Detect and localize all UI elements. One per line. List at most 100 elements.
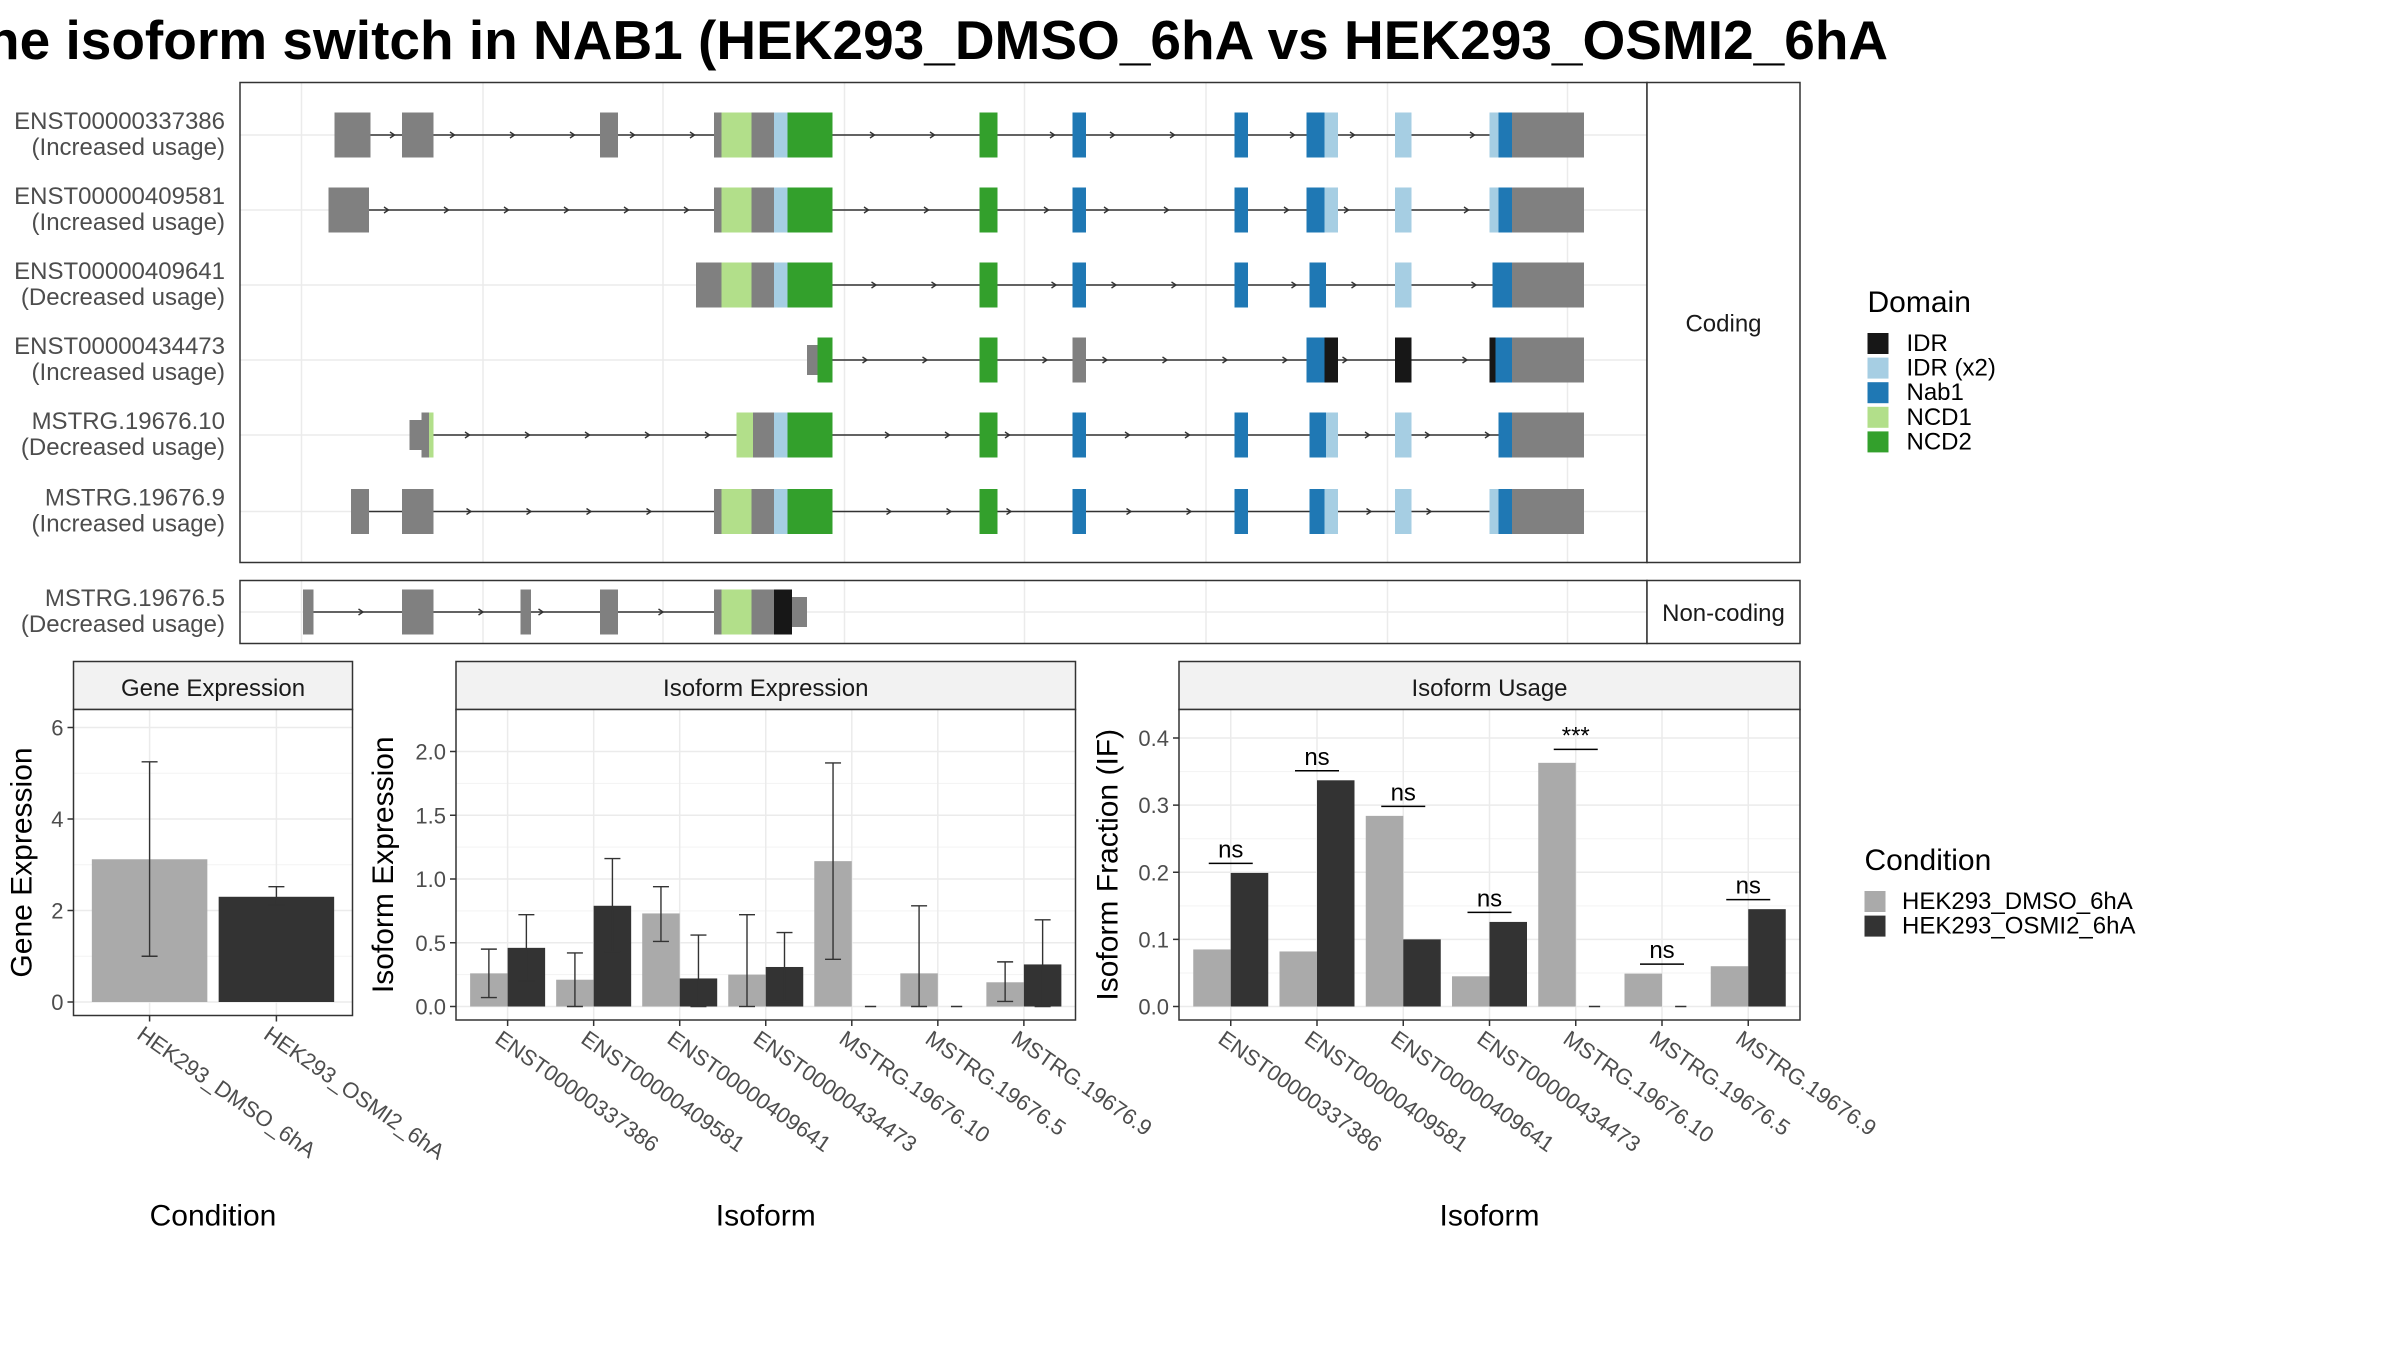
direction-arrow: [1366, 507, 1373, 516]
exon-block: [1072, 489, 1086, 534]
direction-arrow: [871, 281, 878, 289]
y-tick-label: 1.5: [415, 803, 446, 828]
direction-arrow: [1471, 281, 1478, 289]
exon-block: [787, 412, 833, 458]
exon-block: [714, 187, 722, 233]
exon-block: [1512, 187, 1584, 233]
exon-block: [1234, 187, 1248, 233]
bar: [1193, 949, 1231, 1007]
direction-arrow: [629, 131, 636, 139]
exon-block: [721, 187, 752, 233]
exon-block: [721, 489, 752, 534]
x-tick-label: MSTRG.19676.10: [1559, 1026, 1719, 1148]
bar: [1230, 872, 1269, 1007]
exon-block: [774, 412, 788, 458]
noncoding-strip: [1646, 579, 1801, 645]
domain-legend-label: IDR (x2): [1907, 355, 1996, 382]
direction-arrow: [946, 507, 953, 516]
isoform-expression-chart: Isoform Expression0.00.51.01.52.0ENST000…: [367, 660, 1157, 1233]
direction-arrow: [689, 131, 696, 139]
exon-block: [807, 345, 818, 375]
y-tick-label: 6: [51, 716, 63, 741]
significance-label: ns: [1391, 779, 1416, 806]
domain-legend-swatch: [1867, 431, 1889, 453]
direction-arrow: [1424, 431, 1431, 439]
isoform-usage-chart: Isoform Usage 0.0 0.1 0.2 0.3 0.4 ns ns ns ns *** n…: [1092, 660, 1881, 1233]
direction-arrow: [383, 206, 390, 214]
direction-arrow: [389, 131, 396, 139]
y-tick-label: 4: [51, 807, 63, 832]
direction-arrow: [623, 206, 630, 214]
exon-block: [1309, 489, 1326, 534]
y-axis-label: Isoform Fraction (IF): [1092, 729, 1125, 1001]
exon-block: [751, 187, 774, 233]
exon-block: [774, 112, 788, 158]
direction-arrow: [1222, 356, 1229, 364]
direction-arrow: [1342, 356, 1349, 364]
exon-block: [303, 589, 314, 635]
exon-block: [714, 112, 722, 158]
direction-arrow: [1484, 431, 1491, 439]
exon-block: [1489, 489, 1499, 534]
direction-arrow: [1462, 356, 1469, 364]
exon-block: [1072, 187, 1086, 233]
exon-block: [1324, 489, 1338, 534]
direction-arrow: [1364, 431, 1371, 439]
transcript-1: [334, 112, 1584, 158]
coding-panel-bg: [240, 82, 1647, 563]
domain-legend-label: NCD2: [1907, 428, 1972, 455]
exon-block: [1492, 262, 1512, 308]
direction-arrow: [1124, 431, 1131, 439]
bar: [1317, 780, 1355, 1007]
condition-legend-title: Condition: [1865, 844, 1992, 877]
exon-block: [714, 489, 722, 534]
direction-arrow: [1042, 356, 1049, 364]
exon-block: [721, 589, 752, 635]
bar: [1710, 966, 1749, 1007]
direction-arrow: [586, 507, 593, 516]
direction-arrow: [1351, 281, 1358, 289]
exon-block: [1306, 187, 1325, 233]
panel-strip: [1178, 660, 1801, 711]
direction-arrow: [923, 206, 930, 214]
direction-arrow: [584, 431, 591, 439]
direction-arrow: [1469, 131, 1476, 139]
direction-arrow: [466, 507, 473, 516]
direction-arrow: [1186, 507, 1193, 516]
exon-block: [979, 187, 998, 233]
exon-block: [402, 112, 434, 158]
bar: [1538, 762, 1576, 1007]
condition-legend-swatch: [1864, 915, 1886, 937]
direction-arrow: [929, 131, 936, 139]
panel-title: Isoform Usage: [1411, 675, 1567, 702]
isoform-row-label: MSTRG.19676.10: [32, 408, 225, 435]
direction-arrow: [509, 131, 516, 139]
exon-block: [1309, 262, 1326, 308]
direction-arrow: [524, 431, 531, 439]
exon-block: [1234, 412, 1248, 458]
exon-block: [351, 489, 369, 534]
direction-arrow: [869, 131, 876, 139]
exon-block: [1512, 412, 1584, 458]
direction-arrow: [1043, 206, 1050, 214]
direction-arrow: [683, 206, 690, 214]
transcript-3: [696, 262, 1584, 308]
x-tick-label: MSTRG.19676.5: [1645, 1026, 1795, 1141]
exon-block: [792, 597, 807, 627]
exon-block: [1512, 337, 1584, 383]
domain-legend-label: NCD1: [1907, 404, 1972, 431]
direction-arrow: [464, 431, 471, 439]
exon-block: [736, 412, 753, 458]
x-axis-label: Condition: [150, 1200, 277, 1233]
direction-arrow: [1102, 356, 1109, 364]
direction-arrow: [1463, 206, 1470, 214]
exon-block: [334, 112, 371, 158]
exon-block: [979, 262, 998, 308]
direction-arrow: [1282, 356, 1289, 364]
exon-block: [721, 112, 752, 158]
domain-legend-swatch: [1867, 333, 1889, 354]
condition-legend-swatch: [1864, 891, 1886, 912]
transcript-7: [303, 589, 807, 635]
transcript-5: [409, 412, 1584, 458]
direction-arrow: [358, 608, 365, 616]
